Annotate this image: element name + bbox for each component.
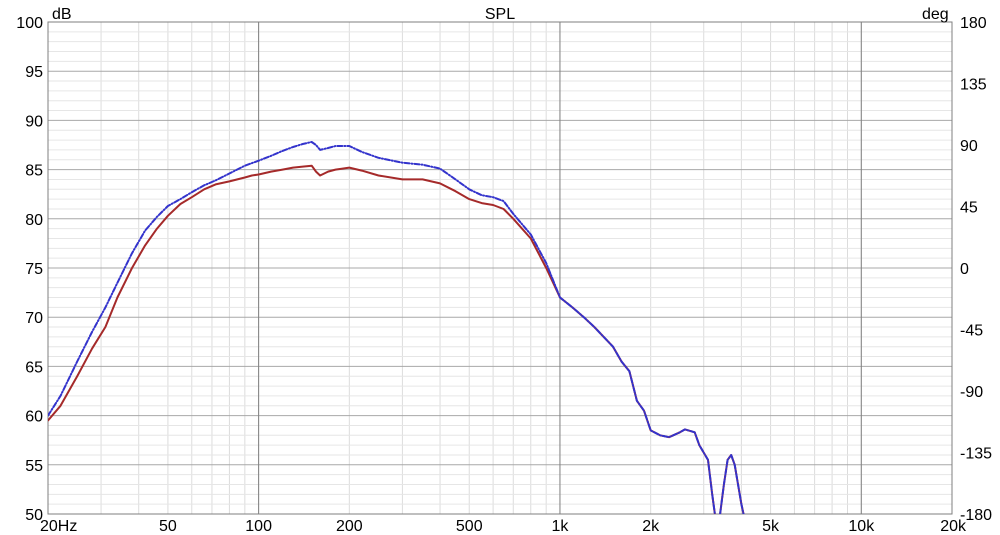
y-right-tick-label: -135 — [960, 446, 992, 463]
x-tick-label: 1k — [552, 518, 570, 535]
y-right-tick-label: 135 — [960, 77, 987, 94]
y-right-tick-label: 90 — [960, 138, 978, 155]
x-tick-label: 5k — [762, 518, 780, 535]
y-right-tick-label: 45 — [960, 200, 978, 217]
y-tick-label: 95 — [25, 64, 43, 81]
left-axis-unit: dB — [52, 6, 72, 23]
chart-title: SPL — [485, 6, 515, 23]
y-right-tick-label: 0 — [960, 261, 969, 278]
labels-layer: SPL dB deg 50 55 60 65 70 75 80 85 90 95 100 -180 -1… — [16, 6, 992, 535]
y-tick-label: 85 — [25, 163, 43, 180]
x-tick-label: 500 — [456, 518, 483, 535]
x-tick-label: 20k — [940, 518, 967, 535]
right-axis-unit: deg — [922, 6, 949, 23]
x-tick-label: 100 — [245, 518, 272, 535]
y-right-tick-label: -90 — [960, 384, 983, 401]
y-tick-label: 100 — [16, 15, 43, 32]
y-right-tick-label: -45 — [960, 323, 983, 340]
y-tick-label: 60 — [25, 409, 43, 426]
y-right-tick-label: -180 — [960, 507, 992, 524]
y-tick-label: 70 — [25, 310, 43, 327]
y-tick-label: 65 — [25, 359, 43, 376]
plot-frame — [47, 21, 953, 515]
x-tick-label: 200 — [336, 518, 363, 535]
y-tick-label: 50 — [25, 507, 43, 524]
y-tick-label: 55 — [25, 458, 43, 475]
series-layer — [48, 141, 745, 514]
y-tick-label: 75 — [25, 261, 43, 278]
y-tick-label: 90 — [25, 113, 43, 130]
x-tick-label: 50 — [159, 518, 177, 535]
series-line-2 — [48, 141, 745, 514]
y-right-tick-label: 180 — [960, 15, 987, 32]
x-tick-label: 20Hz — [40, 518, 77, 535]
x-tick-label: 2k — [642, 518, 660, 535]
x-tick-label: 10k — [848, 518, 875, 535]
y-tick-label: 80 — [25, 212, 43, 229]
